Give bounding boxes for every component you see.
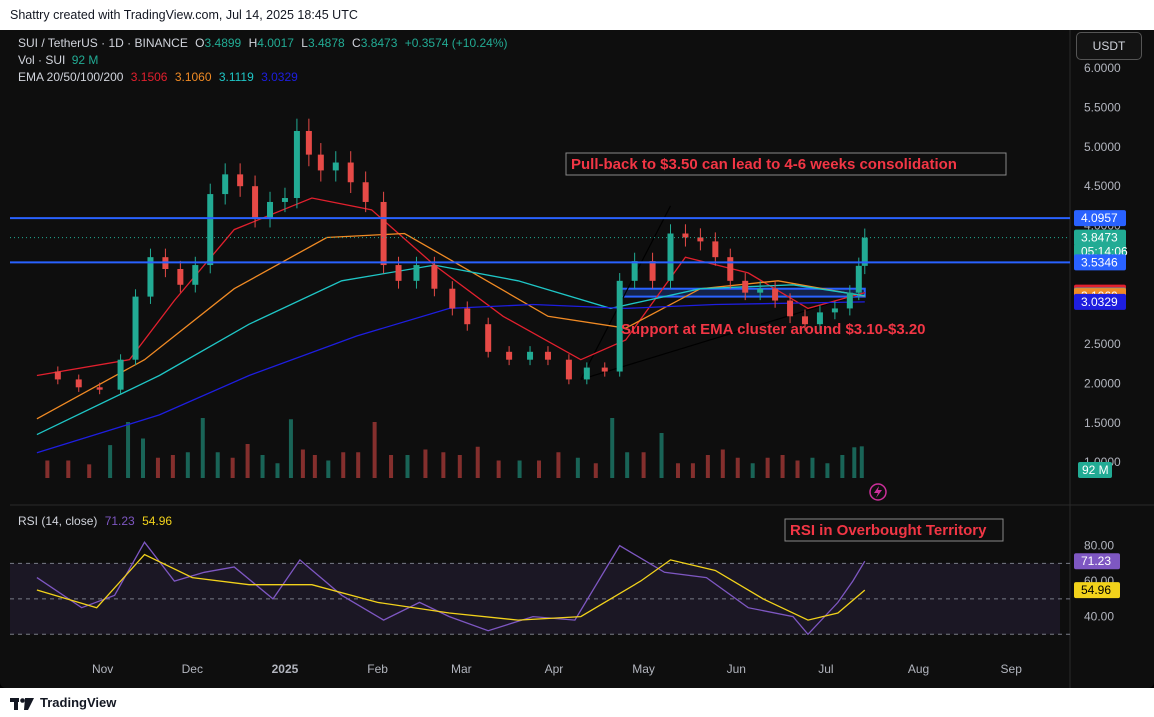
volume-label: Vol · SUI [18,53,66,67]
ema-label: EMA 20/50/100/200 [18,70,124,84]
close-value: 3.8473 [360,36,398,50]
rsi-label: RSI (14, close) [18,514,98,528]
tradingview-logo-icon [10,697,34,710]
high-value: 4.0017 [257,36,294,50]
header-bar: Shattry created with TradingView.com, Ju… [0,0,1154,30]
chart-frame [0,30,1154,688]
ema50-value: 3.1060 [174,70,212,84]
symbol-legend[interactable]: SUI / TetherUS · 1D · BINANCE O3.4899 H4… [18,36,507,50]
chart-credit: Shattry created with TradingView.com, Ju… [10,8,358,22]
low-value: 3.4878 [307,36,345,50]
rsi-ma-value: 54.96 [142,514,173,528]
low-label: L [301,36,308,50]
close-label: C [352,36,361,50]
open-label: O [195,36,205,50]
high-label: H [248,36,258,50]
currency-unit-button[interactable]: USDT [1076,32,1142,60]
rsi-value: 71.23 [104,514,135,528]
open-value: 3.4899 [204,36,242,50]
symbol-name[interactable]: SUI / TetherUS · 1D · BINANCE [18,36,188,50]
change-value: +0.3574 (+10.24%) [404,36,508,50]
ema-legend[interactable]: EMA 20/50/100/200 3.1506 3.1060 3.1119 3… [18,70,298,84]
volume-value: 92 M [71,53,99,67]
footer-bar: TradingView [0,688,1154,717]
rsi-legend[interactable]: RSI (14, close) 71.23 54.96 [18,514,172,528]
footer-brand: TradingView [40,695,117,710]
ema100-value: 3.1119 [218,70,254,84]
ema20-value: 3.1506 [130,70,168,84]
volume-legend[interactable]: Vol · SUI 92 M [18,53,98,67]
ema200-value: 3.0329 [261,70,298,84]
